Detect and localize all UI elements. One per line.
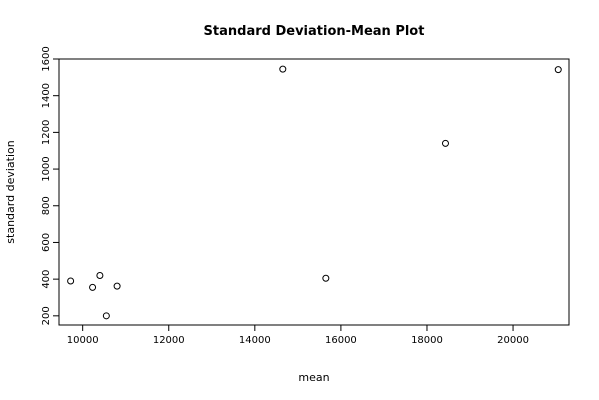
data-point (102, 312, 110, 320)
x-tick-label: 10000 (67, 335, 99, 346)
x-tick-label: 18000 (411, 335, 443, 346)
y-tick-label: 1400 (41, 83, 52, 108)
data-point (322, 274, 330, 282)
chart-title: Standard Deviation-Mean Plot (204, 24, 425, 39)
data-points (67, 65, 562, 320)
y-tick-label: 1600 (41, 46, 52, 71)
x-axis-label: mean (298, 371, 329, 384)
data-point (67, 277, 75, 285)
y-axis: 200 400 600 800 1000 1200 1400 1600 (41, 46, 59, 325)
y-tick-label: 800 (41, 196, 52, 215)
x-tick-label: 14000 (239, 335, 271, 346)
y-tick-label: 200 (41, 306, 52, 325)
data-point (89, 283, 97, 291)
y-tick-label: 600 (41, 233, 52, 252)
data-point (441, 139, 449, 147)
y-tick-label: 1000 (41, 156, 52, 181)
y-tick-label: 400 (41, 270, 52, 289)
y-tick-label: 1200 (41, 120, 52, 145)
x-tick-label: 12000 (153, 335, 185, 346)
data-point (96, 271, 104, 279)
y-axis-label: standard deviation (4, 140, 17, 243)
x-axis: 10000 12000 14000 16000 18000 20000 (67, 325, 529, 346)
x-tick-label: 20000 (497, 335, 529, 346)
plot-frame (58, 58, 570, 326)
x-tick-label: 16000 (325, 335, 357, 346)
data-point (113, 282, 121, 290)
data-point (554, 66, 562, 74)
data-point (279, 65, 287, 73)
